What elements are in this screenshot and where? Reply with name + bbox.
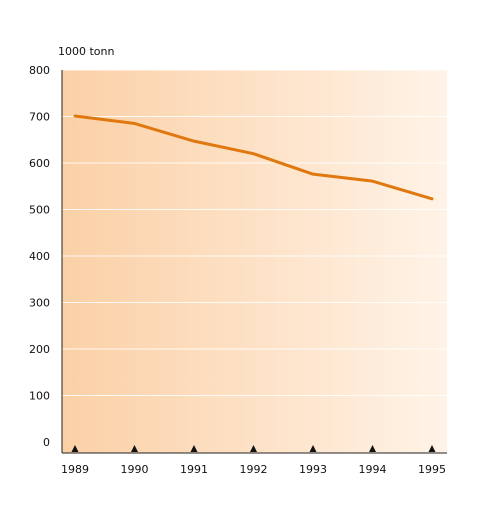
y-tick-label: 600 bbox=[29, 157, 50, 170]
x-tick-label: 1994 bbox=[359, 463, 387, 476]
x-tick-label: 1995 bbox=[418, 463, 446, 476]
axes bbox=[61, 70, 447, 454]
y-tick-label: 500 bbox=[29, 204, 50, 217]
x-tick-label: 1991 bbox=[180, 463, 208, 476]
y-tick-label: 100 bbox=[29, 390, 50, 403]
x-tick-label: 1990 bbox=[121, 463, 149, 476]
plot-background bbox=[62, 70, 447, 453]
x-tick-marker bbox=[71, 445, 79, 452]
x-tick-label: 1992 bbox=[240, 463, 268, 476]
y-tick-label: 400 bbox=[29, 250, 50, 263]
y-tick-label: 800 bbox=[29, 64, 50, 77]
y-tick-label: 0 bbox=[43, 436, 50, 449]
y-tick-label: 700 bbox=[29, 111, 50, 124]
x-tick-labels: 1989 1990 1991 1992 1993 1994 1995 bbox=[61, 463, 446, 476]
y-axis-unit-label: 1000 tonn bbox=[58, 45, 115, 58]
x-tick-marker bbox=[369, 445, 376, 452]
x-tick-marker bbox=[250, 445, 257, 452]
x-tick-marker bbox=[190, 445, 198, 452]
x-tick-label: 1993 bbox=[299, 463, 327, 476]
x-tick-label: 1989 bbox=[61, 463, 89, 476]
series bbox=[73, 114, 434, 201]
x-tick-marker bbox=[428, 445, 436, 452]
x-tick-marker bbox=[131, 445, 138, 452]
x-tick-marker bbox=[309, 445, 317, 452]
y-tick-label: 300 bbox=[29, 297, 50, 310]
x-tick-markers bbox=[71, 445, 436, 452]
y-tick-labels: 0 100 200 300 400 500 600 700 800 bbox=[29, 64, 50, 449]
y-tick-label: 200 bbox=[29, 343, 50, 356]
grid-lines bbox=[62, 69, 447, 396]
